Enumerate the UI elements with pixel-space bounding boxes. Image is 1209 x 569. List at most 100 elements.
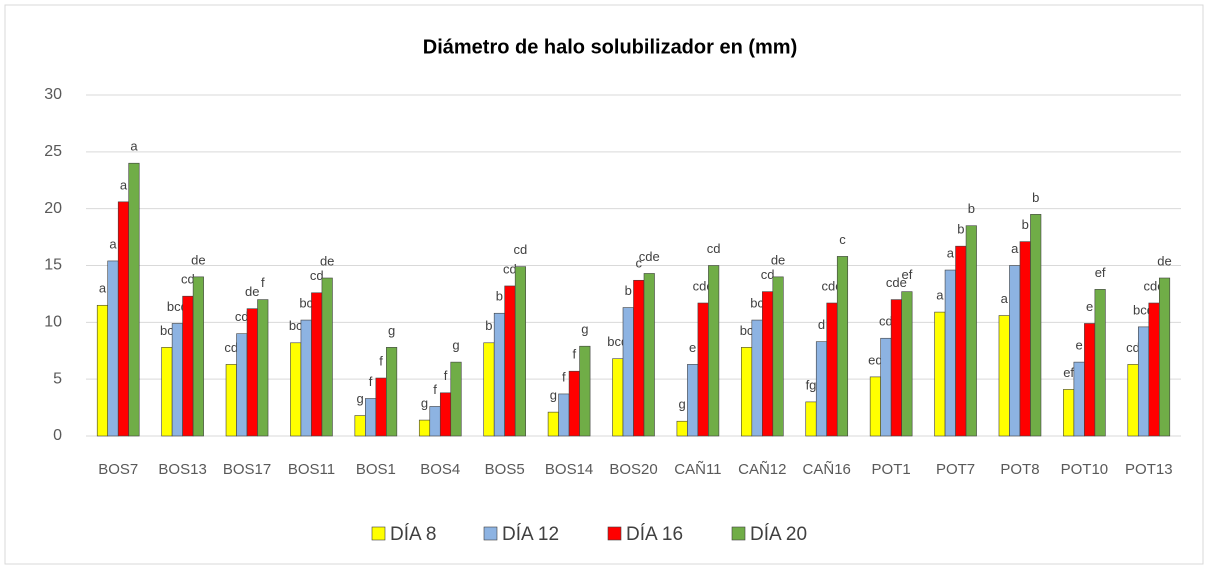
data-label: cde	[886, 275, 907, 290]
x-tick-label: POT8	[1000, 461, 1039, 478]
bar	[998, 315, 1010, 437]
data-label: g	[550, 388, 557, 403]
data-label: cd	[1126, 340, 1140, 355]
data-label: bc	[750, 295, 764, 310]
bar	[890, 299, 902, 437]
bar	[805, 401, 817, 437]
bar	[869, 376, 881, 437]
data-label: a	[99, 281, 107, 296]
x-tick-label: CAÑ12	[738, 461, 786, 478]
bar	[386, 347, 398, 437]
bar	[354, 415, 366, 437]
legend-label: DÍA 8	[390, 524, 436, 545]
legend-swatch	[731, 526, 746, 541]
data-label: f	[369, 374, 373, 389]
bar	[321, 277, 333, 437]
data-label: f	[433, 382, 437, 397]
data-label: cd	[879, 314, 893, 329]
bar	[934, 311, 946, 437]
bar	[290, 342, 302, 437]
bar	[1084, 323, 1096, 437]
x-tick-label: BOS20	[609, 461, 657, 478]
bar	[300, 319, 312, 437]
bar	[375, 377, 387, 437]
bar	[257, 299, 269, 437]
bar	[965, 225, 977, 437]
bar	[171, 323, 183, 437]
bar	[741, 347, 753, 437]
y-tick-label: 25	[44, 143, 62, 160]
data-label: b	[485, 318, 492, 333]
bar	[751, 319, 763, 437]
data-label: c	[636, 256, 643, 271]
data-label: cd	[181, 272, 195, 287]
bar	[514, 266, 526, 437]
bar	[1158, 277, 1171, 437]
data-label: ef	[1095, 265, 1106, 280]
bar	[772, 276, 784, 437]
data-label: ed	[868, 352, 882, 367]
data-label: bc	[160, 323, 174, 338]
bar	[955, 245, 967, 437]
x-tick-label: BOS1	[356, 461, 396, 478]
bar	[547, 411, 559, 437]
data-label: a	[1011, 241, 1019, 256]
legend-swatch	[483, 526, 498, 541]
data-label: bc	[299, 295, 313, 310]
bar	[161, 347, 173, 437]
data-label: a	[130, 139, 138, 154]
bar	[1063, 389, 1075, 437]
x-tick-label: BOS7	[98, 461, 138, 478]
y-tick-label: 30	[44, 86, 62, 103]
x-tick-label: BOS4	[420, 461, 460, 478]
data-label: a	[109, 236, 117, 251]
data-label: b	[957, 222, 964, 237]
bar	[826, 302, 838, 437]
bar	[1148, 302, 1160, 437]
bar	[579, 345, 591, 437]
bar	[418, 419, 431, 437]
data-label: de	[245, 284, 259, 299]
bar	[944, 269, 956, 437]
y-tick-label: 20	[44, 200, 62, 217]
bar	[676, 420, 688, 437]
bar	[1009, 265, 1021, 437]
x-tick-label: BOS14	[545, 461, 593, 478]
bar	[558, 393, 570, 437]
x-tick-label: CAÑ11	[674, 461, 721, 478]
legend-label: DÍA 12	[502, 524, 559, 545]
legend-label: DÍA 16	[626, 524, 683, 545]
chart-frame	[4, 4, 1204, 565]
data-label: cd	[235, 309, 249, 324]
bar	[96, 304, 109, 437]
data-label: g	[581, 322, 588, 337]
data-label: a	[936, 288, 944, 303]
y-tick-label: 15	[44, 257, 62, 274]
bar	[815, 341, 828, 437]
data-label: g	[388, 323, 395, 338]
data-label: g	[421, 396, 428, 411]
x-tick-label: CAÑ16	[803, 461, 851, 478]
y-tick-label: 0	[53, 427, 62, 444]
bar	[612, 358, 624, 437]
data-label: cd	[310, 268, 324, 283]
bar	[429, 406, 441, 437]
data-label: d	[818, 317, 825, 332]
chart-title: Diámetro de halo solubilizador en (mm)	[423, 36, 798, 58]
data-label: de	[1157, 253, 1171, 268]
bar	[1137, 326, 1150, 437]
data-label: b	[625, 283, 632, 298]
data-label: b	[968, 201, 975, 216]
data-label: cd	[707, 241, 721, 256]
data-label: g	[356, 391, 363, 406]
bar	[633, 279, 645, 437]
y-tick-label: 10	[44, 314, 62, 331]
x-tick-label: POT1	[872, 461, 911, 478]
data-label: bc	[740, 323, 754, 338]
data-label: c	[839, 232, 846, 247]
bar	[182, 295, 194, 437]
bar	[311, 292, 323, 437]
bar	[439, 392, 452, 437]
data-label: b	[1032, 190, 1039, 205]
